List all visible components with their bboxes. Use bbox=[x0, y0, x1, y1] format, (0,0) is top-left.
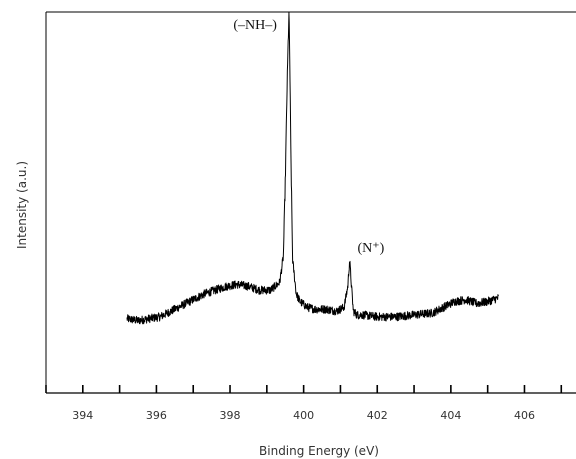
x-tick-label-400: 400 bbox=[293, 409, 314, 422]
y-axis-title: Intensity (a.u.) bbox=[15, 161, 29, 249]
peak-label-0: (–NH–) bbox=[233, 18, 277, 33]
peak-label-1: (N⁺) bbox=[357, 241, 384, 256]
series-layer bbox=[126, 12, 499, 325]
x-axis-title: Binding Energy (eV) bbox=[259, 444, 379, 458]
x-tick-label-394: 394 bbox=[72, 409, 93, 422]
x-axis-tick-labels: 394 396 398 400 402 404 406 bbox=[72, 409, 535, 422]
x-tick-label-396: 396 bbox=[146, 409, 167, 422]
x-tick-label-404: 404 bbox=[440, 409, 461, 422]
x-axis-ticks bbox=[45, 385, 563, 393]
spectrum-line-0 bbox=[126, 12, 499, 325]
x-tick-label-406: 406 bbox=[514, 409, 535, 422]
x-tick-label-398: 398 bbox=[220, 409, 241, 422]
x-tick-label-402: 402 bbox=[367, 409, 388, 422]
annotations: (–NH–) (N⁺) bbox=[233, 18, 384, 256]
